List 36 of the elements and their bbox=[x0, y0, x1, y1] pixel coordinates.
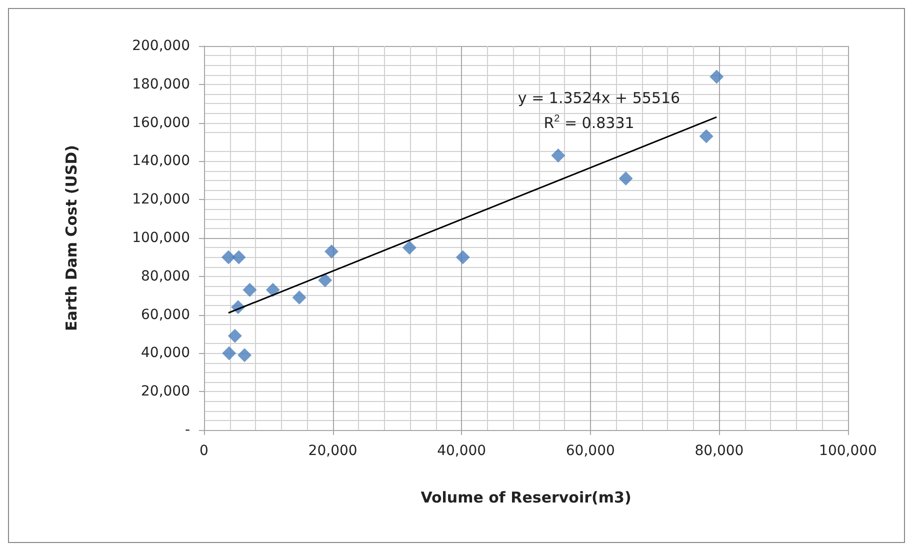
point bbox=[402, 240, 416, 255]
point bbox=[221, 250, 236, 264]
y-tick-label: 20,000 bbox=[141, 384, 190, 400]
point bbox=[456, 250, 470, 264]
x-tick-label: 20,000 bbox=[308, 443, 358, 459]
point bbox=[266, 282, 280, 297]
point bbox=[222, 346, 236, 360]
x-tick-label: 60,000 bbox=[566, 443, 615, 459]
point bbox=[232, 250, 246, 264]
point bbox=[292, 290, 306, 305]
point bbox=[699, 129, 714, 144]
point bbox=[318, 273, 332, 288]
point bbox=[618, 171, 633, 186]
point bbox=[228, 328, 242, 343]
x-tick-label: 40,000 bbox=[437, 443, 486, 459]
x-tick-label: 100,000 bbox=[819, 443, 877, 459]
y-axis-title: Earth Dam Cost (USD) bbox=[62, 144, 80, 332]
y-tick-label: 140,000 bbox=[132, 153, 190, 170]
y-tick-label: 160,000 bbox=[132, 114, 190, 131]
point bbox=[242, 282, 257, 297]
y-tick-label: - bbox=[184, 422, 190, 438]
y-tick-label: 180,000 bbox=[132, 76, 190, 92]
x-tick-label: 0 bbox=[200, 443, 208, 459]
y-tick-label: 200,000 bbox=[132, 38, 190, 54]
point bbox=[324, 244, 339, 258]
y-tick-label: 40,000 bbox=[141, 345, 190, 362]
y-tick-label: 80,000 bbox=[141, 268, 190, 284]
point bbox=[710, 70, 724, 84]
y-tick-label: 100,000 bbox=[132, 230, 190, 246]
point bbox=[238, 348, 252, 362]
x-axis-title: Volume of Reservoir(m3) bbox=[420, 488, 632, 506]
annotation: y = 1.3524x + 55516 bbox=[518, 89, 680, 107]
y-tick-label: 120,000 bbox=[132, 192, 190, 208]
point bbox=[551, 148, 566, 162]
y-tick-label: 60,000 bbox=[141, 306, 190, 323]
x-tick-label: 80,000 bbox=[694, 443, 744, 459]
